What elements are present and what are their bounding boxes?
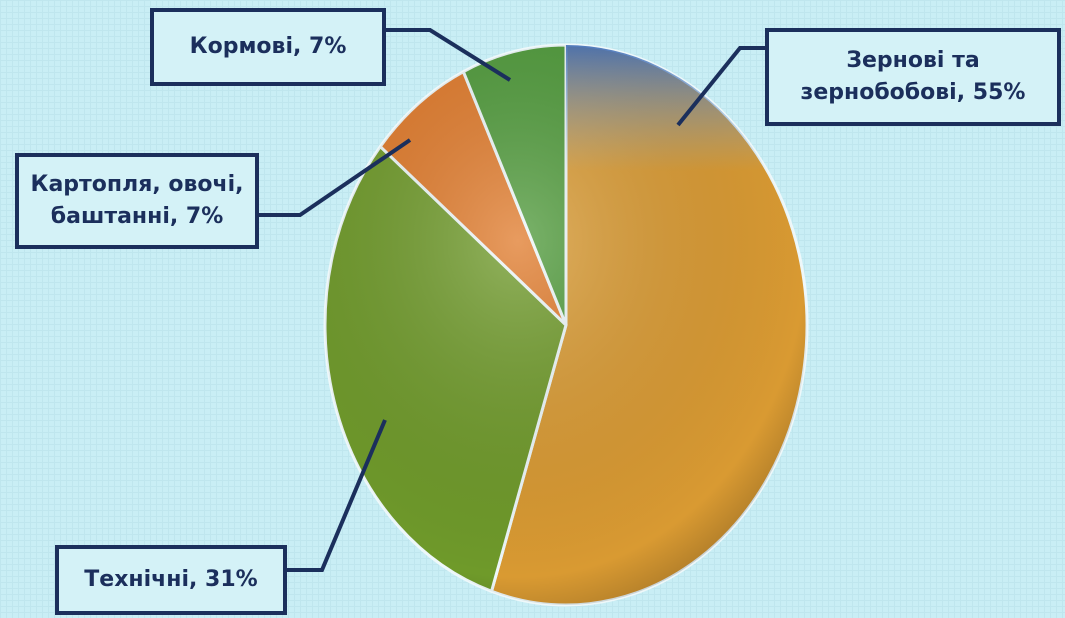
slice-label: Технічні, 31% <box>55 545 287 615</box>
label-text: Технічні, 31% <box>84 564 257 596</box>
slice-label: Зернові та зернобобові, 55% <box>765 28 1061 126</box>
value-label: 31% <box>205 567 258 592</box>
value-label: 7% <box>309 34 346 59</box>
category-name: Зернові та зернобобові, <box>801 48 980 105</box>
value-label: 55% <box>973 80 1026 105</box>
slice-label: Кормові, 7% <box>150 8 386 86</box>
label-text: Зернові та зернобобові, 55% <box>779 45 1047 109</box>
page: (() => { const data = JSON.parse(documen… <box>0 0 1065 618</box>
shading <box>325 45 807 605</box>
slice-label: Картопля, овочі, баштанні, 7% <box>15 153 259 249</box>
category-name: Технічні, <box>84 567 197 592</box>
category-name: Кормові, <box>190 34 302 59</box>
label-text: Кормові, 7% <box>190 31 347 63</box>
label-text: Картопля, овочі, баштанні, 7% <box>29 169 245 233</box>
value-label: 7% <box>186 204 223 229</box>
